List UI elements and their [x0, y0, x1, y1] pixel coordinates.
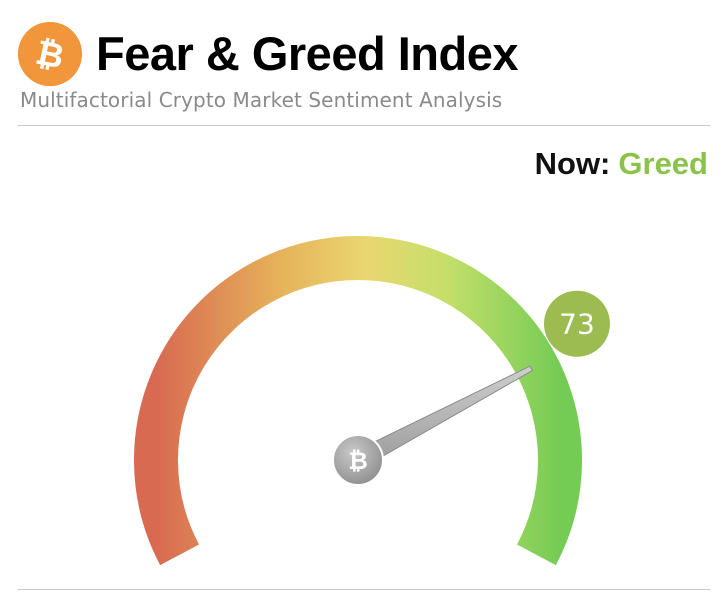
status-value: Greed	[618, 146, 708, 181]
header-divider	[18, 125, 710, 126]
gauge-value: 73	[559, 308, 595, 341]
svg-text:₿: ₿	[348, 447, 368, 475]
sentiment-gauge: ₿ 73	[0, 200, 728, 570]
bitcoin-logo-icon: ₿	[18, 22, 82, 86]
gauge-value-badge: 73	[544, 290, 610, 357]
status-label: Now:	[534, 146, 611, 181]
sentiment-status: Now: Greed	[535, 146, 708, 182]
page-title: Fear & Greed Index	[96, 27, 519, 80]
footer-divider	[18, 589, 710, 590]
gauge-hub-icon: ₿	[332, 434, 384, 486]
gauge-arc	[134, 236, 582, 566]
gauge-graphic: ₿ 73	[134, 236, 610, 566]
page-subtitle: Multifactorial Crypto Market Sentiment A…	[20, 88, 503, 112]
